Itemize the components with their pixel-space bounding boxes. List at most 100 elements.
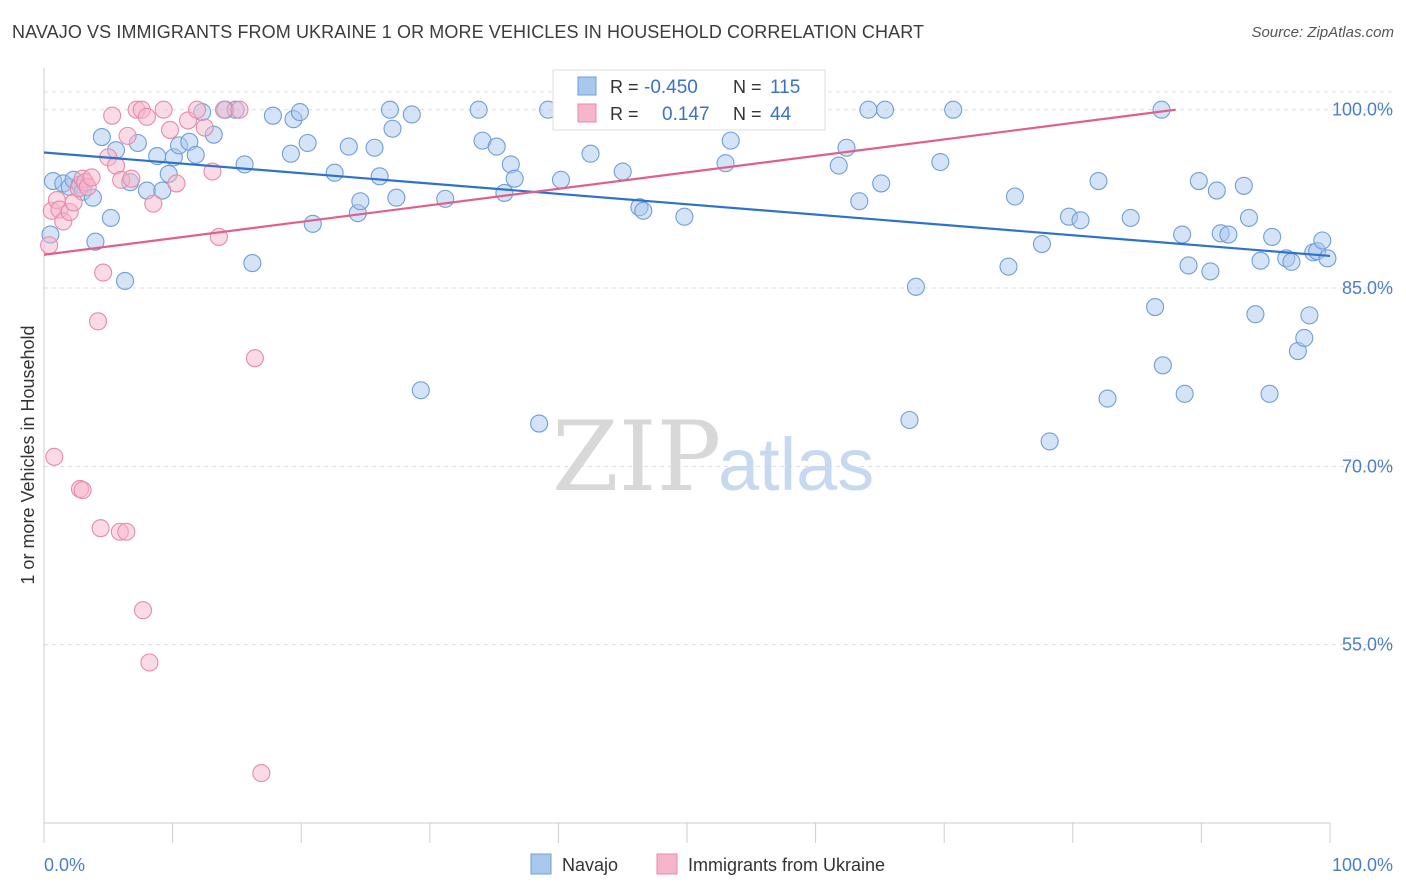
ukraine-point — [91, 519, 110, 538]
navajo-point — [1153, 356, 1172, 375]
stats-box: R = -0.450 N = 115 R = 0.147 N = 44 — [552, 69, 826, 131]
navajo-point — [235, 155, 254, 174]
legend-ukraine-swatch — [656, 853, 678, 875]
navajo-point — [115, 271, 135, 290]
ukraine-point — [245, 349, 264, 368]
navajo-point — [675, 207, 694, 226]
stats-ukraine-swatch — [577, 103, 597, 123]
navajo-point — [875, 100, 895, 119]
stats-navajo-r-label: R = — [610, 77, 639, 97]
navajo-point — [281, 144, 300, 163]
ukraine-point — [117, 522, 136, 541]
navajo-point — [1173, 225, 1192, 244]
stats-navajo-n-label: N = — [733, 77, 762, 97]
ukraine-point — [187, 100, 207, 119]
navajo-point — [290, 103, 309, 122]
navajo-point — [530, 414, 549, 433]
navajo-point — [850, 192, 869, 211]
navajo-point — [365, 138, 384, 157]
navajo-point — [101, 208, 120, 227]
navajo-point — [1282, 252, 1301, 271]
navajo-point — [1089, 171, 1108, 191]
ukraine-point — [214, 100, 234, 119]
stats-ukraine-n-label: N = — [733, 104, 762, 124]
navajo-point — [263, 106, 282, 125]
navajo-point — [634, 201, 653, 220]
grid-layer — [44, 91, 1392, 646]
navajo-point — [1234, 176, 1253, 195]
navajo-point — [906, 277, 925, 296]
watermark: ZIP atlas — [552, 401, 874, 513]
navajo-point — [1040, 432, 1059, 451]
navajo-point — [1189, 171, 1208, 191]
navajo-point — [1263, 227, 1282, 246]
ukraine-point — [82, 168, 101, 187]
ukraine-point — [137, 107, 156, 126]
navajo-point — [1175, 384, 1194, 403]
navajo-point — [92, 128, 111, 147]
navajo-point — [495, 183, 514, 202]
navajo-point — [551, 170, 571, 189]
source-credit: Source: ZipAtlas.com — [1251, 24, 1394, 41]
navajo-point — [1207, 181, 1226, 200]
navajo-point — [1318, 249, 1337, 268]
watermark-zip: ZIP — [552, 401, 721, 513]
navajo-point — [325, 163, 344, 182]
navajo-point — [1179, 256, 1198, 275]
y-tick-label: 55.0% — [1342, 635, 1393, 655]
y-tick-label: 100.0% — [1332, 100, 1393, 120]
ukraine-point — [160, 120, 180, 139]
ukraine-point — [45, 447, 64, 466]
navajo-point — [402, 105, 421, 124]
navajo-point — [243, 254, 262, 273]
navajo-point — [186, 145, 205, 164]
navajo-point — [505, 169, 524, 188]
x-tick-label: 0.0% — [44, 855, 85, 875]
navajo-point — [1239, 208, 1259, 227]
navajo-point — [859, 100, 878, 119]
navajo-point — [721, 131, 740, 150]
stats-navajo-swatch — [577, 76, 597, 96]
ukraine-point — [73, 481, 92, 500]
navajo-point — [581, 144, 600, 163]
stats-navajo-r-value: -0.450 — [644, 77, 698, 98]
ukraine-point — [133, 601, 153, 620]
ticks-layer: 100.0% 85.0% 70.0% 55.0% 0.0% 100.0% — [44, 100, 1393, 875]
navajo-point — [303, 214, 322, 233]
navajo-point — [999, 257, 1018, 276]
ukraine-trend-line — [43, 108, 1176, 256]
ukraine-point — [140, 653, 159, 672]
navajo-point — [829, 156, 848, 175]
ukraine-point — [154, 100, 173, 119]
ukraine-point — [94, 263, 113, 282]
navajo-point — [370, 167, 389, 186]
y-tick-label: 70.0% — [1342, 456, 1393, 476]
navajo-point — [931, 152, 950, 172]
legend-navajo-label: Navajo — [562, 855, 618, 875]
ukraine-point — [88, 312, 108, 331]
ukraine-point — [252, 764, 271, 783]
navajo-point — [487, 137, 506, 156]
navajo-point — [1313, 231, 1332, 250]
y-axis-label: 1 or more Vehicles in Household — [18, 325, 38, 584]
navajo-point — [1219, 225, 1238, 244]
stats-ukraine-r-value: 0.147 — [662, 104, 710, 125]
stats-navajo-n-value: 115 — [770, 77, 800, 98]
navajo-point — [1071, 211, 1090, 230]
ukraine-point — [103, 106, 122, 125]
navajo-point — [872, 174, 891, 193]
watermark-atlas: atlas — [718, 423, 874, 506]
navajo-point — [298, 133, 317, 153]
ukraine-point — [122, 169, 141, 188]
ukraine-point — [144, 194, 163, 213]
navajo-point — [1201, 262, 1220, 281]
stats-box-frame — [552, 69, 826, 131]
ukraine-point — [230, 100, 249, 119]
navajo-point — [153, 181, 172, 200]
axes-layer — [43, 68, 1331, 843]
legend-navajo-swatch — [530, 853, 552, 875]
navajo-point — [1295, 328, 1314, 348]
navajo-point — [1098, 389, 1117, 408]
navajo-point — [86, 232, 105, 251]
